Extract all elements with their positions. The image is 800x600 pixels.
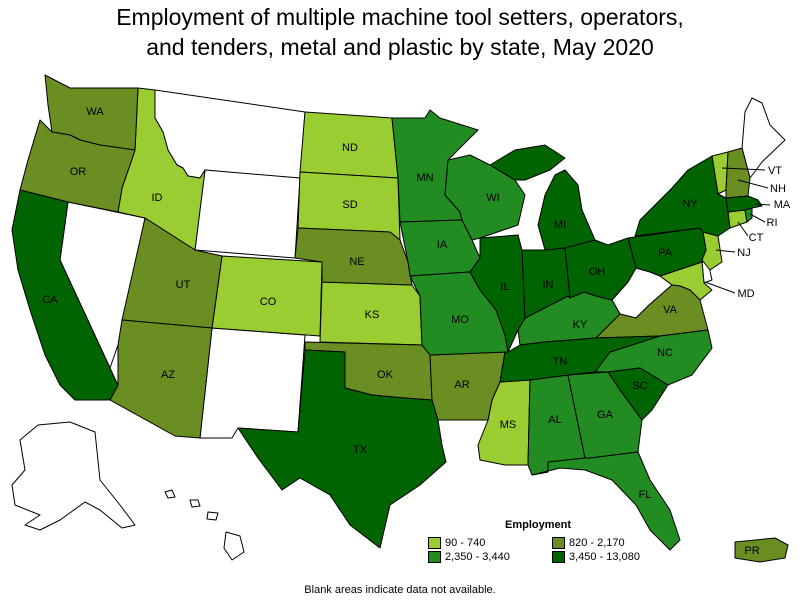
state-hawaii-2 <box>189 499 201 508</box>
label-ar: AR <box>454 379 469 391</box>
label-id: ID <box>152 192 163 204</box>
label-sc: SC <box>632 380 647 392</box>
state-hawaii-3 <box>206 511 219 521</box>
label-ky: KY <box>573 319 588 331</box>
label-ny: NY <box>682 198 698 210</box>
label-ct: CT <box>749 232 764 244</box>
legend-label-3: 2,350 - 3,440 <box>445 551 510 563</box>
label-pr: PR <box>744 545 759 557</box>
label-wa: WA <box>86 106 104 118</box>
state-puerto-rico[interactable] <box>734 537 789 563</box>
label-md: MD <box>737 288 754 300</box>
legend-item-1: 90 - 740 <box>428 537 552 549</box>
label-tn: TN <box>553 356 568 368</box>
label-mo: MO <box>451 314 469 326</box>
footnote: Blank areas indicate data not available. <box>304 584 496 596</box>
legend-item-3: 2,350 - 3,440 <box>428 551 552 563</box>
legend-swatch-1 <box>428 537 441 549</box>
legend-label-1: 90 - 740 <box>445 537 486 549</box>
label-nh: NH <box>770 183 786 195</box>
label-ks: KS <box>365 309 380 321</box>
legend-item-4: 3,450 - 13,080 <box>552 551 672 563</box>
state-massachusetts[interactable] <box>725 195 763 213</box>
state-ohio[interactable] <box>564 237 637 301</box>
label-in: IN <box>543 279 554 291</box>
label-co: CO <box>260 296 277 308</box>
label-pa: PA <box>658 247 673 259</box>
state-florida[interactable] <box>531 451 681 551</box>
legend-swatch-2 <box>552 537 565 549</box>
label-al: AL <box>548 414 561 426</box>
label-ms: MS <box>500 419 517 431</box>
state-wisconsin[interactable] <box>444 154 526 241</box>
state-michigan-upper[interactable] <box>489 144 566 181</box>
label-il: IL <box>500 281 509 293</box>
map-title: Employment of multiple machine tool sett… <box>0 2 800 62</box>
state-maine <box>741 97 786 179</box>
label-ne: NE <box>349 256 364 268</box>
label-ga: GA <box>597 409 614 421</box>
legend-label-4: 3,450 - 13,080 <box>569 551 640 563</box>
label-fl: FL <box>639 489 652 501</box>
state-south-carolina[interactable] <box>607 367 669 421</box>
label-ia: IA <box>437 239 448 251</box>
label-sd: SD <box>342 199 357 211</box>
map-title-line-2: and tenders, metal and plastic by state,… <box>146 34 654 60</box>
state-wyoming[interactable] <box>194 169 301 259</box>
label-wi: WI <box>486 192 499 204</box>
label-tx: TX <box>353 444 368 456</box>
state-texas[interactable] <box>237 349 447 549</box>
label-ma: MA <box>774 199 791 211</box>
state-utah[interactable] <box>121 217 223 329</box>
label-ca: CA <box>42 294 58 306</box>
label-nd: ND <box>342 142 358 154</box>
label-oh: OH <box>589 266 606 278</box>
legend-item-2: 820 - 2,170 <box>552 537 672 549</box>
state-leader-lines <box>704 167 771 294</box>
state-nebraska[interactable] <box>294 227 413 286</box>
label-nc: NC <box>657 347 673 359</box>
state-michigan-lower[interactable] <box>537 169 596 251</box>
map-title-line-1: Employment of multiple machine tool sett… <box>116 4 684 30</box>
label-ri: RI <box>767 217 778 229</box>
label-vt: VT <box>768 165 782 177</box>
label-ok: OK <box>377 369 394 381</box>
state-connecticut[interactable] <box>727 209 748 229</box>
legend-swatch-3 <box>428 551 441 563</box>
label-va: VA <box>663 304 678 316</box>
state-hawaii-4 <box>223 531 245 561</box>
legend-title: Employment <box>504 519 571 531</box>
state-new-mexico[interactable] <box>199 327 306 439</box>
state-arizona[interactable] <box>109 319 213 439</box>
state-tennessee[interactable] <box>499 335 661 383</box>
legend-label-2: 820 - 2,170 <box>569 537 625 549</box>
label-mn: MN <box>416 172 433 184</box>
legend: Employment 90 - 740 820 - 2,170 2,350 - … <box>428 519 668 563</box>
legend-swatch-4 <box>552 551 565 563</box>
label-ut: UT <box>176 279 191 291</box>
label-mi: MI <box>554 219 566 231</box>
label-or: OR <box>70 166 87 178</box>
state-hawaii-1 <box>164 489 176 499</box>
state-illinois[interactable] <box>469 234 526 353</box>
state-california[interactable] <box>11 189 119 401</box>
state-alaska <box>11 421 136 531</box>
label-nj: NJ <box>737 247 750 259</box>
label-az: AZ <box>161 369 175 381</box>
